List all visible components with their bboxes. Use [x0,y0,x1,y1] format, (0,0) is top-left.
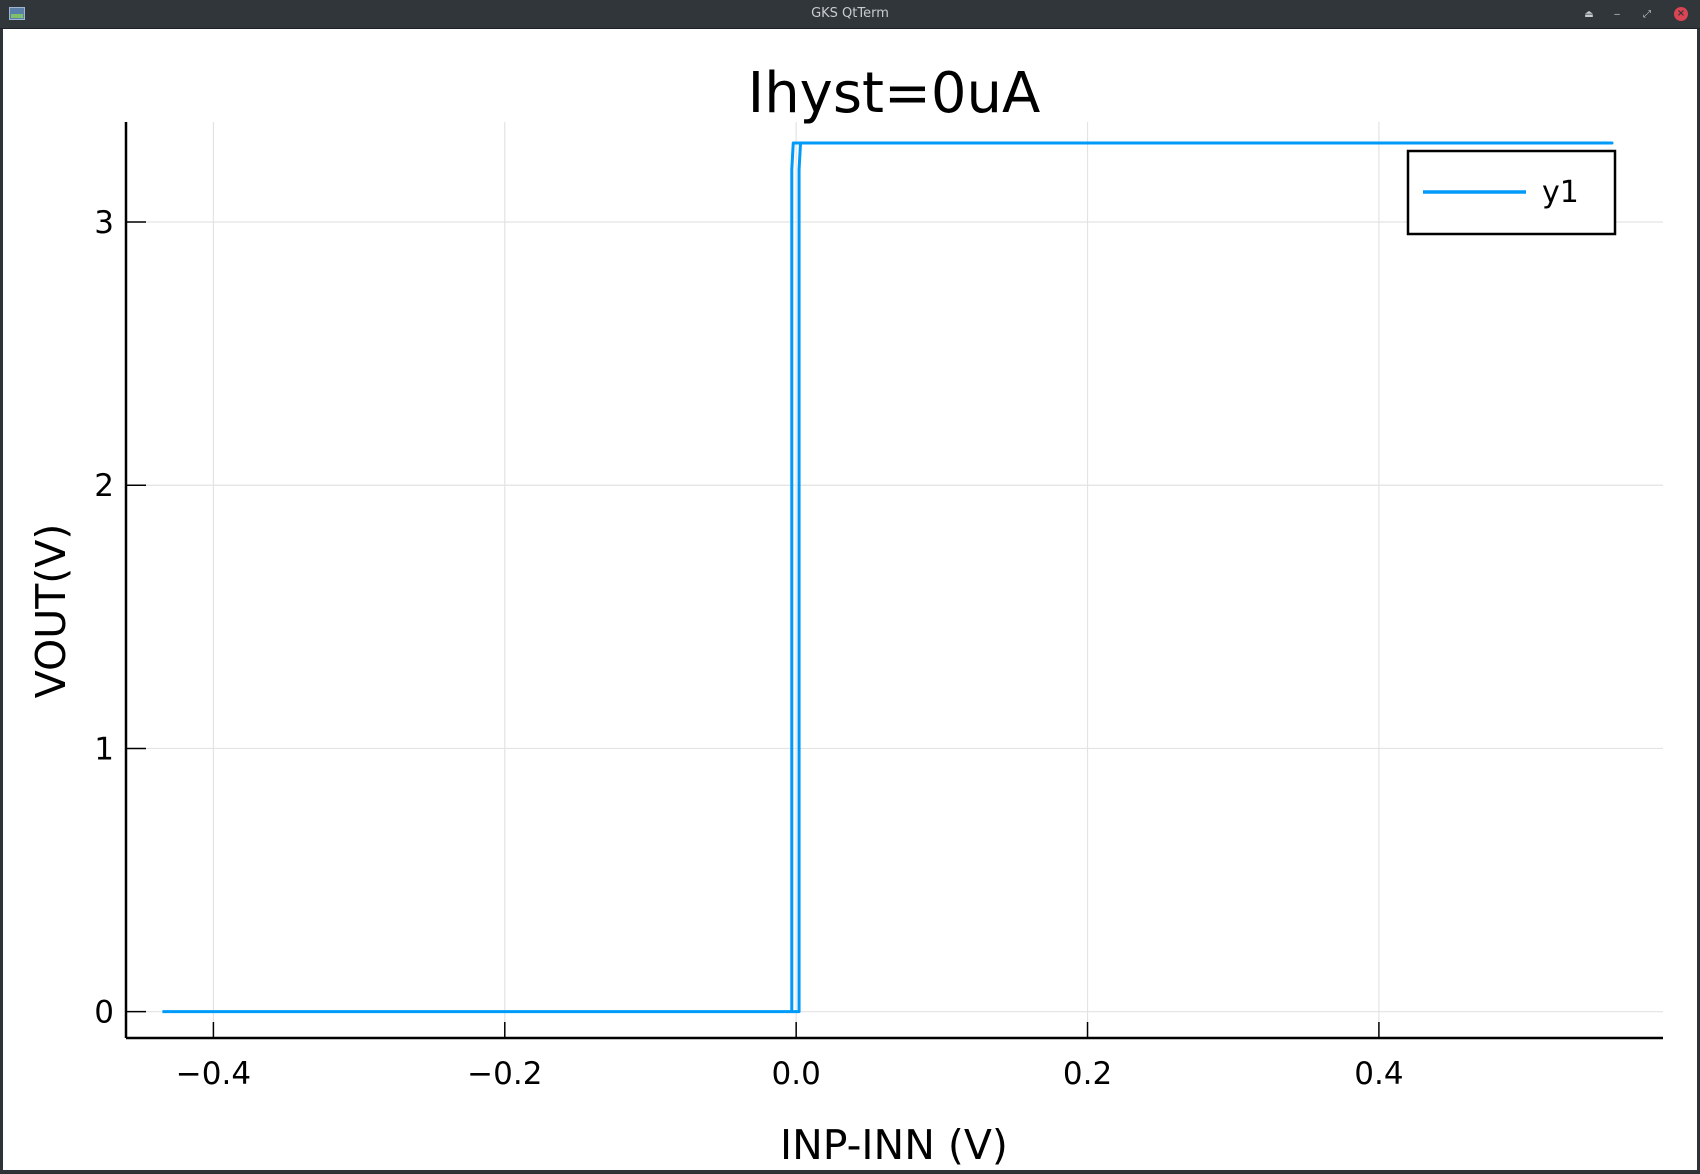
plot-canvas: −0.4 −0.2 0.0 0.2 0.4 0 1 2 3 Ihyst=0uA INP-INN… [3,29,1697,1170]
x-axis-label: INP-INN (V) [780,1121,1008,1169]
x-tick-label: −0.2 [467,1056,542,1092]
series-line [162,141,1614,1014]
close-icon: × [1674,7,1688,21]
y-tick-label: 1 [94,731,114,767]
y-axis-label: VOUT(V) [27,524,75,699]
y-tick-label: 2 [94,468,114,504]
legend: y1 [1406,149,1617,236]
legend-label: y1 [1542,175,1579,210]
x-tick-label: 0.2 [1063,1056,1112,1092]
chart: −0.4 −0.2 0.0 0.2 0.4 0 1 2 3 Ihyst=0uA INP-INN… [27,61,1663,1169]
keep-above-button[interactable]: ⏏ [1580,5,1598,23]
grid [126,122,1663,1038]
window-titlebar[interactable]: GKS QtTerm ⏏ ‒ ⤢ × [0,0,1700,29]
y-tick-label: 0 [94,995,114,1031]
series [162,141,1614,1014]
axes [124,122,1663,1040]
maximize-icon: ⤢ [1643,8,1651,20]
y-ticks: 0 1 2 3 [94,205,146,1031]
x-tick-label: −0.4 [176,1056,251,1092]
close-button[interactable]: × [1672,5,1690,23]
window-title: GKS QtTerm [811,6,889,21]
app-icon [9,7,25,20]
x-tick-label: 0.0 [772,1056,821,1092]
minimize-button[interactable]: ‒ [1608,5,1626,23]
chart-title: Ihyst=0uA [748,61,1041,126]
x-ticks: −0.4 −0.2 0.0 0.2 0.4 [176,1022,1404,1092]
maximize-button[interactable]: ⤢ [1638,5,1656,23]
minimize-icon: ‒ [1613,8,1621,20]
y-tick-label: 3 [94,205,114,241]
keep-above-icon: ⏏ [1584,8,1594,20]
x-tick-label: 0.4 [1354,1056,1403,1092]
